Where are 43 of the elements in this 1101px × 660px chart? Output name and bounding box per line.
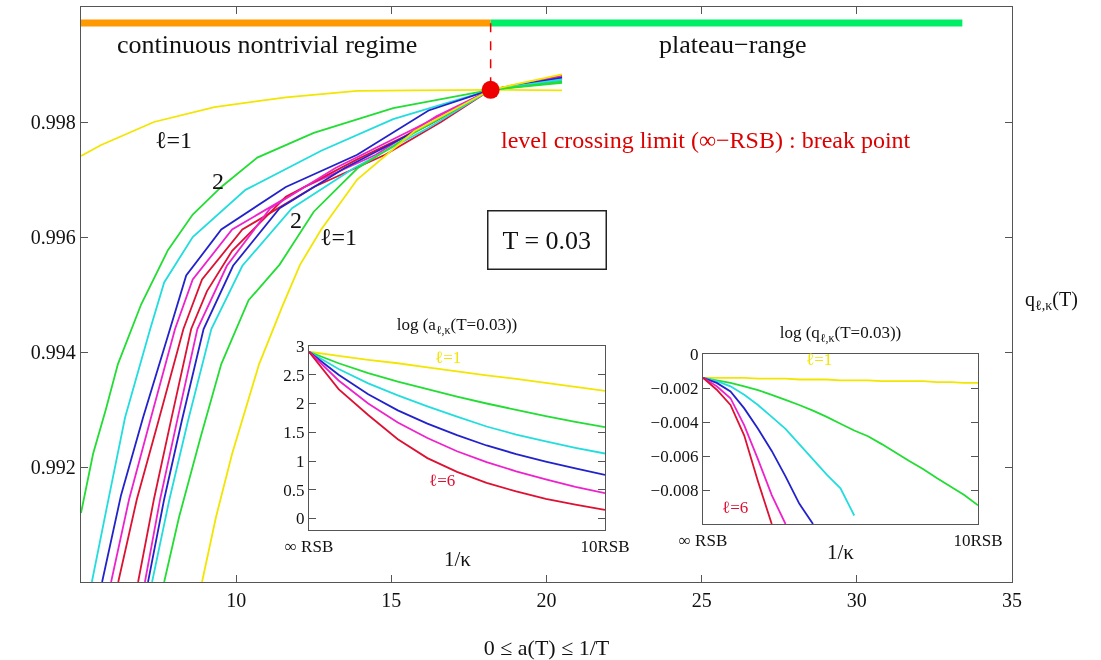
y-tick-label: −0.006: [650, 446, 699, 466]
x-tick-label: 30: [846, 589, 867, 612]
y-tick-label: −0.008: [650, 480, 699, 500]
y-axis-title: q$_{ℓ,κ}$(T): [1025, 288, 1078, 314]
y-tick-label: 0.998: [30, 111, 76, 133]
x-tick-label: 15: [381, 589, 402, 612]
y-tick-label: 1.5: [283, 423, 305, 443]
chart-title: log (a$_{ℓ,κ}$(T=0.03)): [396, 314, 518, 337]
y-tick-label: 1: [295, 451, 305, 471]
x-axis-title: 1/κ: [827, 540, 855, 564]
annotation: ℓ=6: [722, 498, 749, 517]
x-axis-title: 1/κ: [444, 547, 472, 571]
annotation: T = 0.03: [502, 225, 592, 255]
y-tick-label: 0: [689, 344, 699, 364]
y-tick-label: −0.004: [650, 412, 699, 432]
annotation: plateau−range: [659, 30, 807, 59]
annotation: ℓ=1: [435, 348, 462, 367]
y-tick-label: 0.992: [30, 456, 76, 478]
y-tick-label: 0: [295, 509, 305, 529]
x-tick-label: 10RSB: [580, 536, 630, 556]
annotation: ℓ=1: [155, 127, 193, 153]
y-tick-label: 3: [295, 336, 305, 356]
y-tick-label: 0.996: [30, 226, 76, 248]
chart-title: log (q$_{ℓ,κ}$(T=0.03)): [779, 322, 902, 345]
annotation: 2: [212, 168, 224, 194]
annotation: ℓ=6: [429, 471, 456, 490]
x-tick-label: ∞ RSB: [284, 536, 334, 556]
x-tick-label: 10: [226, 589, 247, 612]
x-tick-label: 10RSB: [953, 530, 1003, 550]
y-tick-label: 2.5: [283, 365, 305, 385]
annotation: ℓ=1: [320, 224, 358, 250]
x-tick-label: 25: [691, 589, 712, 612]
annotation: level crossing limit (∞−RSB) : break point: [501, 127, 911, 153]
y-tick-label: 0.994: [30, 341, 76, 363]
annotation: continuous nontrivial regime: [117, 30, 418, 59]
y-tick-label: 2: [295, 394, 305, 414]
y-tick-label: −0.002: [650, 378, 699, 398]
x-axis-title: 0 ≤ a(T) ≤ 1/T: [483, 635, 610, 660]
x-tick-label: ∞ RSB: [678, 530, 728, 550]
x-tick-label: 20: [536, 589, 557, 612]
y-tick-label: 0.5: [283, 480, 305, 500]
annotation: ℓ=1: [806, 350, 833, 369]
x-tick-label: 35: [1002, 589, 1022, 612]
